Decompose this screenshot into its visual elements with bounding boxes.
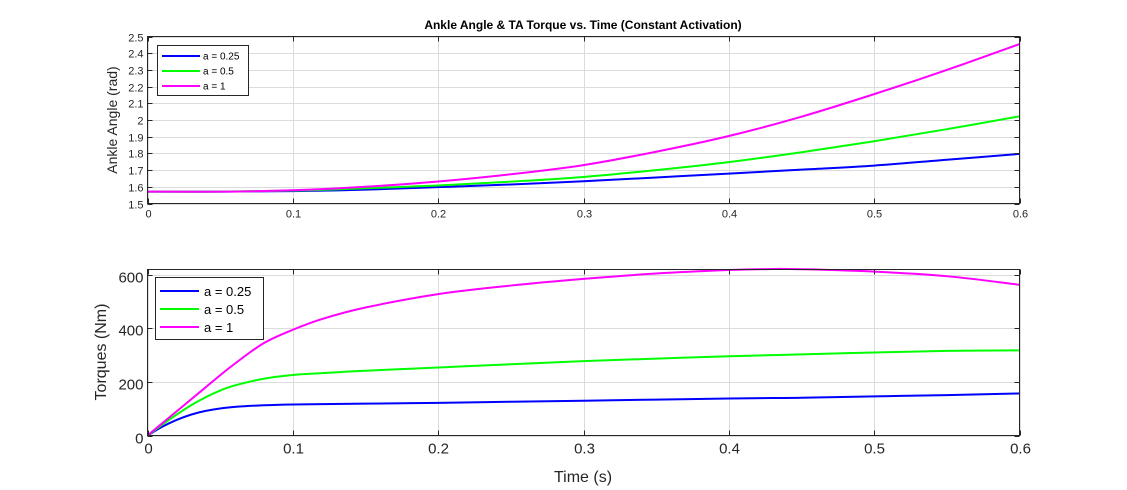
x-tick-label: 0.3 <box>577 209 592 221</box>
top-legend-label-a-1: a = 1 <box>203 82 226 93</box>
y-tick-label: 1.5 <box>128 200 143 212</box>
bottom-y-axis-label: Torques (Nm) <box>93 304 110 401</box>
top-legend-label-a-0.5: a = 0.5 <box>203 67 234 78</box>
bottom-axes-frame <box>147 269 1020 436</box>
y-tick-label: 2.4 <box>128 49 143 61</box>
x-tick-label: 0 <box>145 209 151 221</box>
bottom-x-axis-label: Time (s) <box>554 469 612 486</box>
y-tick-label: 1.9 <box>128 133 143 145</box>
series-line-a=0.25 <box>147 152 1020 193</box>
x-tick-label: 0.5 <box>864 441 885 458</box>
x-tick-label: 0.6 <box>1013 209 1028 221</box>
x-tick-label: 0.2 <box>431 209 446 221</box>
x-tick-label: 0 <box>144 441 152 458</box>
x-tick-label: 0.3 <box>574 441 595 458</box>
x-tick-label: 0.4 <box>719 441 740 458</box>
top-legend: a = 0.25 a = 0.5 a = 1 <box>157 45 249 96</box>
y-tick-label: 200 <box>118 377 143 394</box>
bottom-ticks: 0 0.1 0.2 0.3 0.4 0.5 0.6 0 200 400 600 <box>118 269 1031 458</box>
y-tick-label: 600 <box>118 270 143 287</box>
series-line-a=0.5 <box>146 349 1020 437</box>
y-tick-label: 1.6 <box>128 183 143 195</box>
x-tick-label: 0.1 <box>283 441 304 458</box>
x-tick-label: 0.6 <box>1010 441 1031 458</box>
y-tick-label: 1.7 <box>128 166 143 178</box>
y-tick-label: 1.8 <box>128 149 143 161</box>
y-tick-label: 2.1 <box>128 99 143 111</box>
bottom-legend-label-a-0.25: a = 0.25 <box>204 284 251 299</box>
y-tick-label: 400 <box>118 323 143 340</box>
y-tick-label: 2.5 <box>128 33 143 45</box>
x-tick-label: 0.4 <box>722 209 737 221</box>
bottom-legend: a = 0.25 a = 0.5 a = 1 <box>155 277 264 340</box>
top-legend-label-a-0.25: a = 0.25 <box>203 52 240 63</box>
bottom-series-group <box>146 267 1020 437</box>
bottom-grid <box>147 269 1021 437</box>
top-grid <box>147 36 1021 205</box>
top-ticks: 0 0.1 0.2 0.3 0.4 0.5 0.6 1.5 1.6 1.7 1.8 1.9 2 2.1 2.… <box>128 33 1028 221</box>
x-tick-label: 0.2 <box>428 441 449 458</box>
series-line-a=1 <box>147 43 1020 193</box>
torque-subplot: 0 0.1 0.2 0.3 0.4 0.5 0.6 0 200 400 600 Torques (N… <box>93 267 1031 486</box>
y-tick-label: 2 <box>137 116 143 128</box>
chart-title: Ankle Angle & TA Torque vs. Time (Consta… <box>424 18 741 32</box>
x-tick-label: 0.1 <box>286 209 301 221</box>
x-tick-label: 0.5 <box>867 209 882 221</box>
ankle-angle-subplot: Ankle Angle & TA Torque vs. Time (Consta… <box>104 18 1028 221</box>
y-tick-label: 0 <box>135 431 143 448</box>
series-line-a=0.25 <box>146 392 1020 437</box>
y-tick-label: 2.3 <box>128 66 143 78</box>
y-tick-label: 2.2 <box>128 83 143 95</box>
bottom-legend-label-a-1: a = 1 <box>204 320 233 335</box>
bottom-legend-label-a-0.5: a = 0.5 <box>204 302 244 317</box>
top-y-axis-label: Ankle Angle (rad) <box>104 66 120 173</box>
top-series-group <box>147 43 1020 193</box>
